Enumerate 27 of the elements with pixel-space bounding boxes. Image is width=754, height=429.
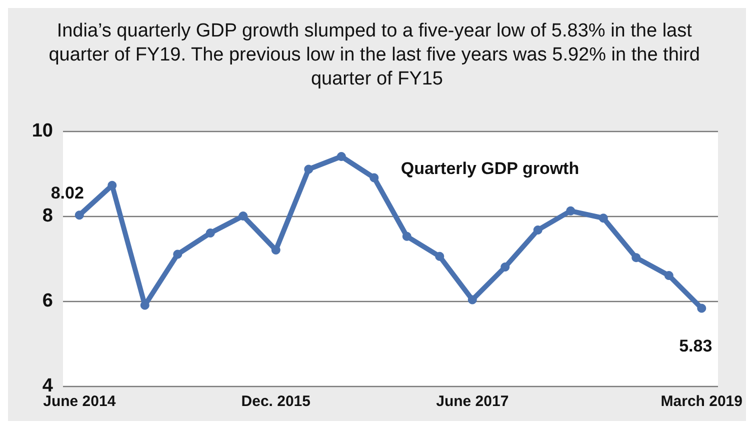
point	[632, 253, 641, 262]
point	[206, 228, 215, 238]
point	[598, 214, 608, 223]
point	[402, 232, 412, 241]
point	[500, 262, 510, 272]
annotation: 5.83	[679, 336, 712, 356]
point	[664, 271, 674, 280]
y-tick-label: 10	[32, 120, 53, 142]
point	[697, 304, 706, 313]
point	[435, 252, 444, 261]
x-tick-label: June 2017	[436, 393, 509, 410]
y-tick-label: 8	[42, 206, 53, 226]
point	[566, 206, 576, 216]
point	[336, 152, 346, 161]
point	[468, 295, 477, 304]
x-tick-label: Dec. 2015	[241, 393, 310, 410]
y-tick-label: 6	[42, 290, 53, 312]
point	[173, 250, 182, 259]
series-label: Quarterly GDP growth	[400, 159, 580, 178]
annotation: 8.02	[50, 184, 84, 203]
point	[238, 212, 248, 220]
point	[370, 173, 379, 182]
chart-title: India’s quarterly GDP growth slumped to a five-year low of 5.83% in the last quarter of FY19. The previous low in the last five years was 5.92% in the third quarter of FY15	[48, 20, 706, 90]
point	[533, 226, 542, 235]
x-tick-label: March 2019	[660, 393, 742, 410]
point	[74, 210, 84, 220]
point	[304, 164, 314, 174]
